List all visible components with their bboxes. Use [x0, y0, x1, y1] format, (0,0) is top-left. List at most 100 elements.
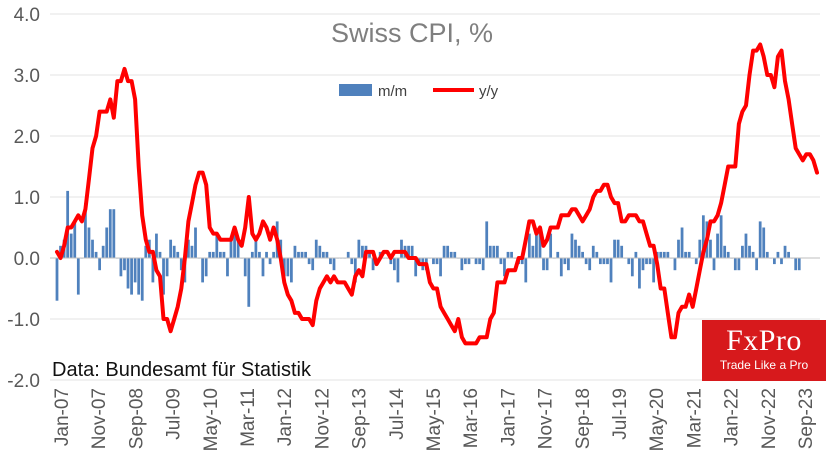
y-tick-label-1: 3.0 — [14, 66, 40, 87]
bar-m-m-116 — [467, 258, 471, 265]
x-tick-label-13: Nov-17 — [536, 388, 557, 449]
x-tick-label-11: Mar-16 — [461, 388, 482, 448]
bar-m-m-106 — [432, 258, 435, 265]
bar-m-m-143 — [563, 258, 567, 265]
bar-m-m-0 — [55, 258, 59, 301]
bar-m-m-165 — [641, 258, 645, 271]
x-tick-label-5: Mar-11 — [238, 388, 259, 447]
x-tick-label-6: Jan-12 — [275, 388, 296, 446]
bar-m-m-199 — [762, 227, 766, 258]
bar-m-m-206 — [787, 251, 790, 258]
bar-m-m-191 — [733, 258, 737, 271]
bar-m-m-55 — [250, 251, 254, 258]
bar-m-m-144 — [567, 258, 570, 271]
bar-m-m-167 — [648, 258, 652, 265]
bar-m-m-9 — [87, 227, 91, 258]
bar-m-m-184 — [709, 239, 712, 258]
bar-m-m-78 — [332, 258, 336, 271]
bar-m-m-83 — [350, 258, 354, 265]
bar-m-m-85 — [357, 239, 361, 258]
bar-m-m-194 — [744, 233, 748, 258]
bar-m-m-154 — [602, 258, 606, 265]
bar-m-m-171 — [662, 251, 666, 258]
x-axis-ticks: Jan-07 Nov-07 Sep-08 Jul-09 May-10 Mar-11 Jan-… — [52, 388, 817, 452]
bar-m-m-38 — [190, 245, 194, 258]
bar-m-m-58 — [261, 258, 265, 277]
bar-m-m-150 — [588, 258, 592, 271]
bar-m-m-133 — [527, 233, 531, 258]
bar-m-m-75 — [321, 251, 325, 258]
bar-m-m-109 — [442, 245, 446, 258]
bar-m-m-20 — [126, 258, 130, 289]
legend: m/m y/y — [339, 83, 499, 100]
bar-m-m-159 — [620, 245, 624, 258]
bar-m-m-84 — [353, 258, 357, 283]
bar-m-m-189 — [726, 251, 730, 258]
bar-m-m-32 — [169, 239, 173, 258]
bar-m-m-170 — [659, 251, 663, 258]
grid-layer — [50, 13, 820, 381]
logo-tagline: Trade Like a Pro — [719, 358, 809, 372]
x-tick-label-8: Sep-13 — [350, 388, 371, 449]
bar-m-m-59 — [265, 251, 268, 258]
bar-m-m-60 — [268, 258, 272, 265]
bar-m-m-168 — [652, 258, 656, 283]
bar-m-m-139 — [549, 233, 553, 258]
bar-m-m-127 — [506, 251, 510, 258]
bar-m-m-66 — [290, 258, 293, 283]
bar-m-m-118 — [474, 258, 478, 265]
bar-m-m-73 — [314, 239, 318, 258]
bar-m-m-42 — [204, 258, 208, 277]
y-tick-label-3: 1.0 — [14, 188, 40, 209]
bar-m-m-8 — [84, 203, 87, 258]
bar-m-m-135 — [535, 233, 538, 258]
y-tick-label-4: 0.0 — [14, 249, 40, 270]
bar-m-m-108 — [439, 258, 442, 277]
bar-m-m-172 — [666, 251, 670, 258]
bar-m-m-41 — [201, 258, 204, 283]
bar-m-m-18 — [119, 258, 123, 277]
bar-m-m-68 — [297, 251, 300, 258]
bar-m-m-192 — [737, 258, 741, 271]
bar-m-m-70 — [304, 251, 307, 258]
bar-m-m-203 — [776, 251, 780, 258]
bar-m-m-37 — [187, 239, 190, 258]
bar-m-m-99 — [407, 245, 410, 258]
x-tick-label-7: Nov-12 — [312, 388, 333, 449]
bar-m-m-19 — [123, 258, 126, 271]
bar-m-m-56 — [254, 239, 258, 258]
bar-m-m-69 — [300, 251, 304, 258]
bar-m-m-100 — [410, 245, 414, 258]
bar-m-m-95 — [392, 258, 396, 271]
x-tick-label-20: Sep-23 — [796, 388, 817, 449]
bar-m-m-187 — [719, 215, 723, 258]
bar-m-m-50 — [233, 233, 236, 258]
bar-m-m-27 — [151, 258, 155, 283]
bar-m-m-35 — [179, 258, 183, 271]
bar-m-m-126 — [503, 258, 506, 277]
bar-m-m-115 — [464, 258, 467, 265]
x-tick-label-18: Jan-22 — [722, 388, 743, 446]
bar-m-m-28 — [155, 233, 158, 258]
bar-m-m-15 — [108, 209, 112, 258]
bar-m-m-195 — [748, 245, 751, 258]
bar-m-m-120 — [481, 258, 485, 271]
bar-m-m-185 — [712, 258, 716, 271]
bar-m-m-65 — [286, 258, 290, 277]
bar-m-m-67 — [293, 245, 297, 258]
bar-m-m-177 — [684, 251, 687, 258]
bar-m-m-53 — [243, 258, 247, 277]
bar-m-m-204 — [780, 258, 783, 265]
bar-m-m-5 — [73, 221, 77, 258]
x-tick-label-4: May-10 — [201, 388, 222, 451]
bar-m-m-13 — [101, 245, 105, 258]
bar-m-m-208 — [794, 258, 798, 271]
bar-m-m-193 — [741, 245, 744, 258]
bar-m-m-125 — [499, 258, 503, 265]
line-series-y-y — [55, 42, 819, 346]
x-tick-label-2: Sep-08 — [126, 388, 147, 449]
bar-m-m-198 — [758, 221, 762, 258]
bar-m-m-202 — [772, 258, 776, 265]
bar-m-m-82 — [346, 251, 350, 258]
